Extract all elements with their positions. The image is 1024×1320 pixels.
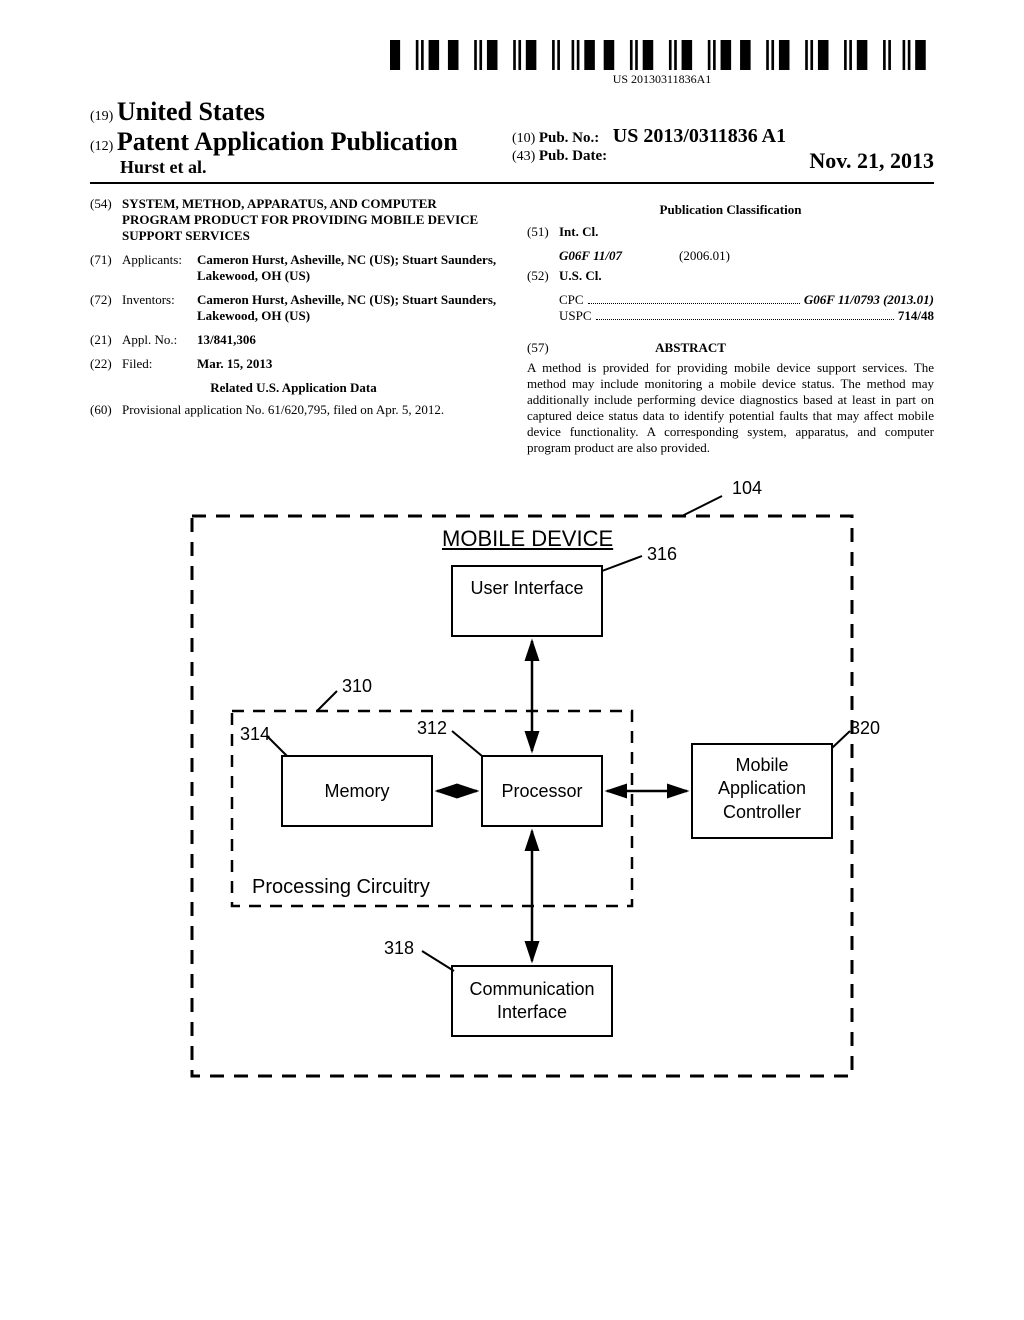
uspc-label: USPC [559, 308, 592, 324]
ref-320: 320 [850, 718, 880, 739]
cpc-label: CPC [559, 292, 584, 308]
pubno-num: (10) [512, 131, 535, 146]
pubno-label: Pub. No.: [539, 130, 599, 146]
country-num: (19) [90, 109, 113, 124]
memory-label: Memory [282, 781, 432, 802]
ref-310: 310 [342, 676, 372, 697]
intcl-year: (2006.01) [679, 248, 730, 264]
inner-title: Processing Circuitry [252, 876, 430, 899]
ref-312: 312 [417, 718, 447, 739]
outer-title: MOBILE DEVICE [442, 526, 613, 552]
title-num: (54) [90, 196, 122, 244]
related-data-title: Related U.S. Application Data [90, 380, 497, 396]
applno-value: 13/841,306 [197, 332, 256, 347]
provisional-num: (60) [90, 402, 122, 418]
pubdate: Nov. 21, 2013 [809, 148, 934, 174]
figure-diagram: 104 MOBILE DEVICE 316 User Interface 310… [152, 486, 872, 1106]
barcode-text: US 20130311836A1 [390, 72, 934, 87]
processor-label: Processor [482, 781, 602, 802]
comm-label: Communication Interface [452, 978, 612, 1025]
classification-title: Publication Classification [527, 202, 934, 218]
cpc-val: G06F 11/0793 (2013.01) [804, 292, 934, 307]
right-column: Publication Classification (51) Int. Cl.… [527, 196, 934, 456]
mac-label: Mobile Application Controller [692, 754, 832, 824]
intcl-num: (51) [527, 224, 559, 240]
filed-value: Mar. 15, 2013 [197, 356, 272, 371]
applno-label: Appl. No.: [122, 332, 197, 348]
ref-316: 316 [647, 544, 677, 565]
ref-314: 314 [240, 724, 270, 745]
applno-num: (21) [90, 332, 122, 348]
provisional-text: Provisional application No. 61/620,795, … [122, 402, 497, 418]
pubdate-label: Pub. Date: [539, 148, 607, 164]
inventors-value: Cameron Hurst, Asheville, NC (US); Stuar… [197, 292, 497, 324]
header-authors: Hurst et al. [120, 157, 512, 178]
pubno: US 2013/0311836 A1 [613, 125, 786, 147]
ref-318: 318 [384, 938, 414, 959]
country: United States [117, 97, 265, 126]
patent-title: SYSTEM, METHOD, APPARATUS, AND COMPUTER … [122, 196, 497, 244]
abstract-text: A method is provided for providing mobil… [527, 360, 934, 456]
uspc-val: 714/48 [898, 308, 934, 323]
applicants-value: Cameron Hurst, Asheville, NC (US); Stuar… [197, 252, 497, 284]
filed-label: Filed: [122, 356, 197, 372]
barcode-block: ▌║▌▌║▌║▌║║▌▌║▌║▌║▌▌║▌║▌║▌║║▌▌║▌║▌║║▌▌║▌║… [390, 40, 934, 87]
left-column: (54) SYSTEM, METHOD, APPARATUS, AND COMP… [90, 196, 497, 456]
filed-num: (22) [90, 356, 122, 372]
ui-label: User Interface [452, 578, 602, 599]
uscl-label: U.S. Cl. [559, 268, 602, 283]
header-block: (19) United States (12) Patent Applicati… [90, 97, 934, 184]
applicants-num: (71) [90, 252, 122, 284]
intcl-code: G06F 11/07 [559, 248, 622, 263]
pub-type: Patent Application Publication [117, 127, 458, 156]
pubdate-num: (43) [512, 149, 535, 164]
abstract-num: (57) [527, 340, 549, 355]
ref-104: 104 [732, 478, 762, 499]
barcode-pattern: ▌║▌▌║▌║▌║║▌▌║▌║▌║▌▌║▌║▌║▌║║▌▌║▌║▌║║▌▌║▌║… [390, 40, 934, 70]
abstract-label: ABSTRACT [655, 340, 726, 355]
inventors-label: Inventors: [122, 292, 197, 324]
pub-num: (12) [90, 139, 113, 154]
applicants-label: Applicants: [122, 252, 197, 284]
biblio-columns: (54) SYSTEM, METHOD, APPARATUS, AND COMP… [90, 196, 934, 456]
uscl-num: (52) [527, 268, 559, 284]
inventors-num: (72) [90, 292, 122, 324]
dotted-line [596, 309, 894, 320]
dotted-line [588, 293, 800, 304]
intcl-label: Int. Cl. [559, 224, 598, 239]
